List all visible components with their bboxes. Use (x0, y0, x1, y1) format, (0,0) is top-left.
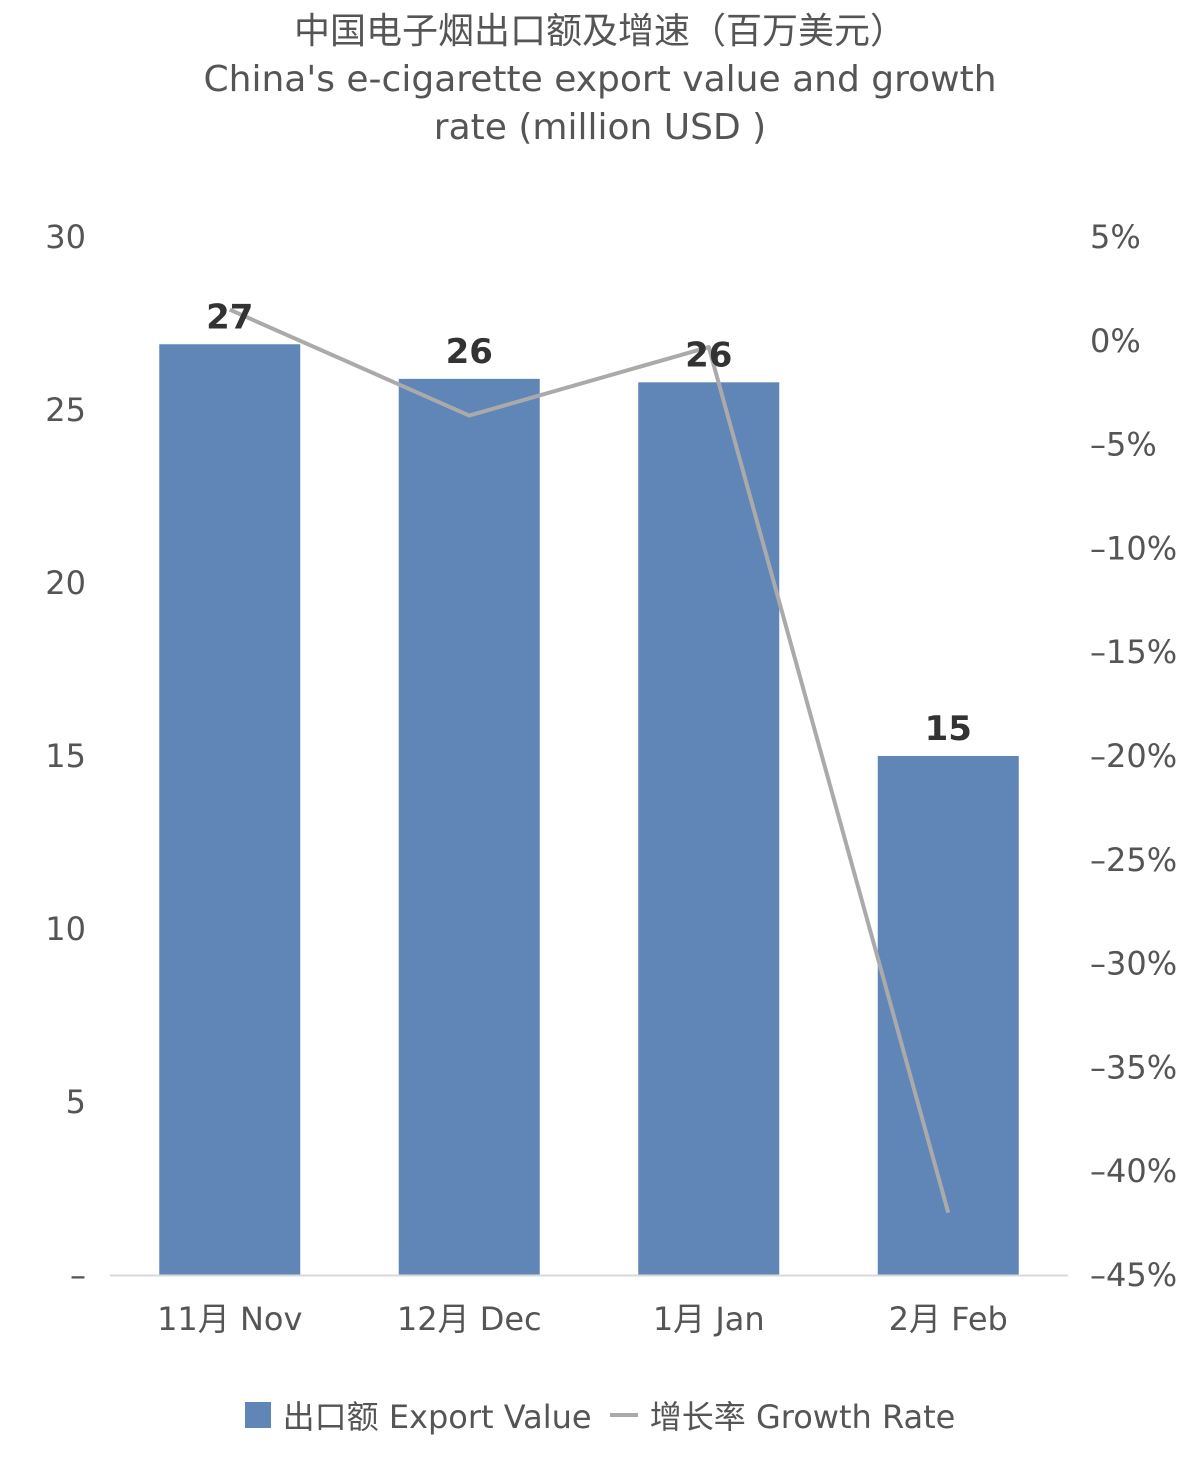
x-category-label: 11月 Nov (157, 1300, 302, 1338)
y-left-tick-label: 15 (45, 737, 86, 775)
y-right-tick-label: –30% (1090, 945, 1177, 983)
y-right-tick-label: 0% (1090, 322, 1141, 360)
y-right-tick-label: –5% (1090, 426, 1157, 464)
y-left-tick-label: 30 (45, 218, 86, 256)
chart-plot: 30252015105–5%0%–5%–10%–15%–20%–25%–30%–… (45, 218, 1177, 1338)
chart-legend: 出口额 Export Value 增长率 Growth Rate (0, 1392, 1200, 1438)
legend-label-growth-rate: 增长率 Growth Rate (649, 1398, 956, 1436)
bar-data-label: 26 (685, 335, 732, 375)
legend-item-export-value: 出口额 Export Value (244, 1392, 592, 1438)
legend-item-growth-rate: 增长率 Growth Rate (602, 1392, 956, 1438)
bar (398, 378, 540, 1275)
chart-title-zh: 中国电子烟出口额及增速（百万美元） (293, 11, 906, 52)
y-left-tick-label: 10 (45, 910, 86, 948)
y-right-tick-label: –25% (1090, 841, 1177, 879)
legend-label-export-value: 出口额 Export Value (282, 1398, 592, 1436)
y-left-tick-label: 25 (45, 391, 86, 429)
x-category-label: 2月 Feb (889, 1300, 1008, 1338)
chart-title-en-line2: rate (million USD ) (433, 107, 767, 148)
chart-title-en-line1: China's e-cigarette export value and gro… (203, 59, 997, 100)
y-right-tick-label: –20% (1090, 737, 1177, 775)
bar (877, 756, 1019, 1275)
bar-data-label: 27 (206, 297, 253, 337)
bar-data-label: 26 (446, 332, 493, 372)
y-left-tick-label: – (70, 1256, 86, 1294)
chart-title: 中国电子烟出口额及增速（百万美元） China's e-cigarette ex… (0, 8, 1200, 152)
bar (159, 344, 301, 1275)
x-category-label: 1月 Jan (653, 1300, 765, 1338)
y-right-tick-label: –10% (1090, 529, 1177, 567)
growth-rate-line (228, 307, 951, 1214)
legend-swatch-line (609, 1413, 638, 1417)
y-left-tick-label: 5 (66, 1083, 86, 1121)
y-right-tick-label: –35% (1090, 1048, 1177, 1086)
bar (638, 382, 780, 1275)
y-right-tick-label: 5% (1090, 218, 1141, 256)
y-right-tick-label: –45% (1090, 1256, 1177, 1294)
x-category-label: 12月 Dec (397, 1300, 542, 1338)
y-right-tick-label: –15% (1090, 633, 1177, 671)
y-left-tick-label: 20 (45, 564, 86, 602)
bar-data-label: 15 (925, 709, 972, 749)
legend-swatch-bar (244, 1402, 271, 1428)
y-right-tick-label: –40% (1090, 1152, 1177, 1190)
